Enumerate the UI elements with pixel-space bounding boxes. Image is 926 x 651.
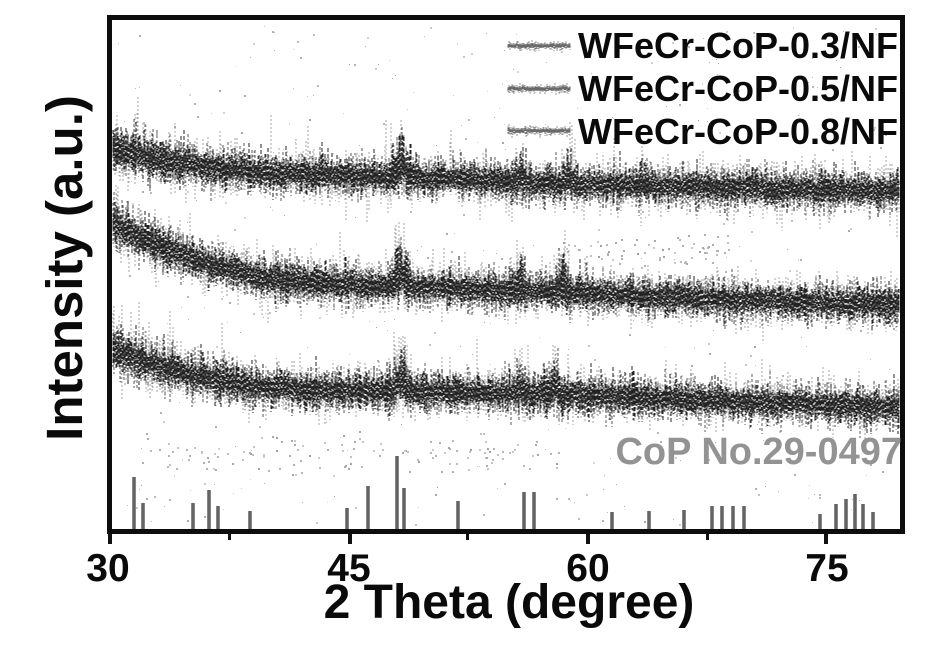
svg-text:CoP No.29-0497: CoP No.29-0497 [615,431,902,473]
svg-text:45: 45 [327,547,370,590]
svg-text:WFeCr-CoP-0.8/NF: WFeCr-CoP-0.8/NF [578,111,898,152]
svg-text:30: 30 [86,547,129,590]
svg-text:Intensity (a.u.): Intensity (a.u.) [36,95,93,441]
svg-text:WFeCr-CoP-0.5/NF: WFeCr-CoP-0.5/NF [578,68,898,109]
svg-text:60: 60 [566,547,609,590]
svg-text:WFeCr-CoP-0.3/NF: WFeCr-CoP-0.3/NF [578,25,898,66]
svg-text:2 Theta (degree): 2 Theta (degree) [324,576,695,629]
svg-text:75: 75 [805,547,848,590]
